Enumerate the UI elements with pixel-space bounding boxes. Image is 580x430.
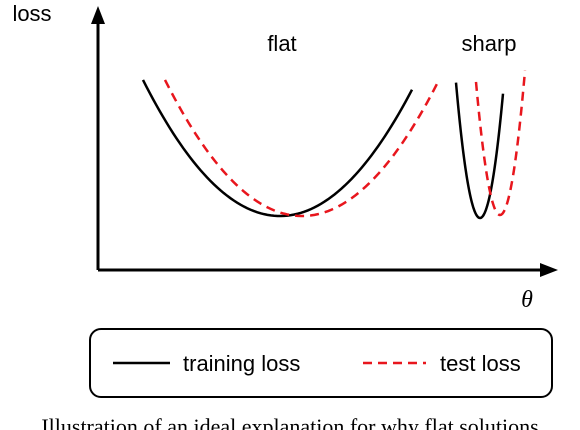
sharp-minimum-label: sharp — [461, 31, 516, 56]
y-axis-label: loss — [12, 1, 51, 26]
x-axis-label: θ — [521, 287, 533, 313]
legend: training loss test loss — [89, 328, 553, 398]
flat-minimum-label: flat — [267, 31, 296, 56]
test-loss-curve-sharp — [474, 70, 527, 217]
y-axis-arrowhead — [91, 6, 105, 24]
figure-caption: Illustration of an ideal explanation for… — [41, 414, 538, 430]
training-loss-curve-sharp — [454, 82, 505, 220]
training-loss-curve-flat — [141, 79, 414, 218]
x-axis-arrowhead — [540, 263, 558, 277]
legend-test-label: test loss — [440, 351, 521, 376]
test-loss-curve-flat — [163, 79, 439, 218]
legend-training-label: training loss — [183, 351, 300, 376]
legend-box — [89, 328, 553, 398]
